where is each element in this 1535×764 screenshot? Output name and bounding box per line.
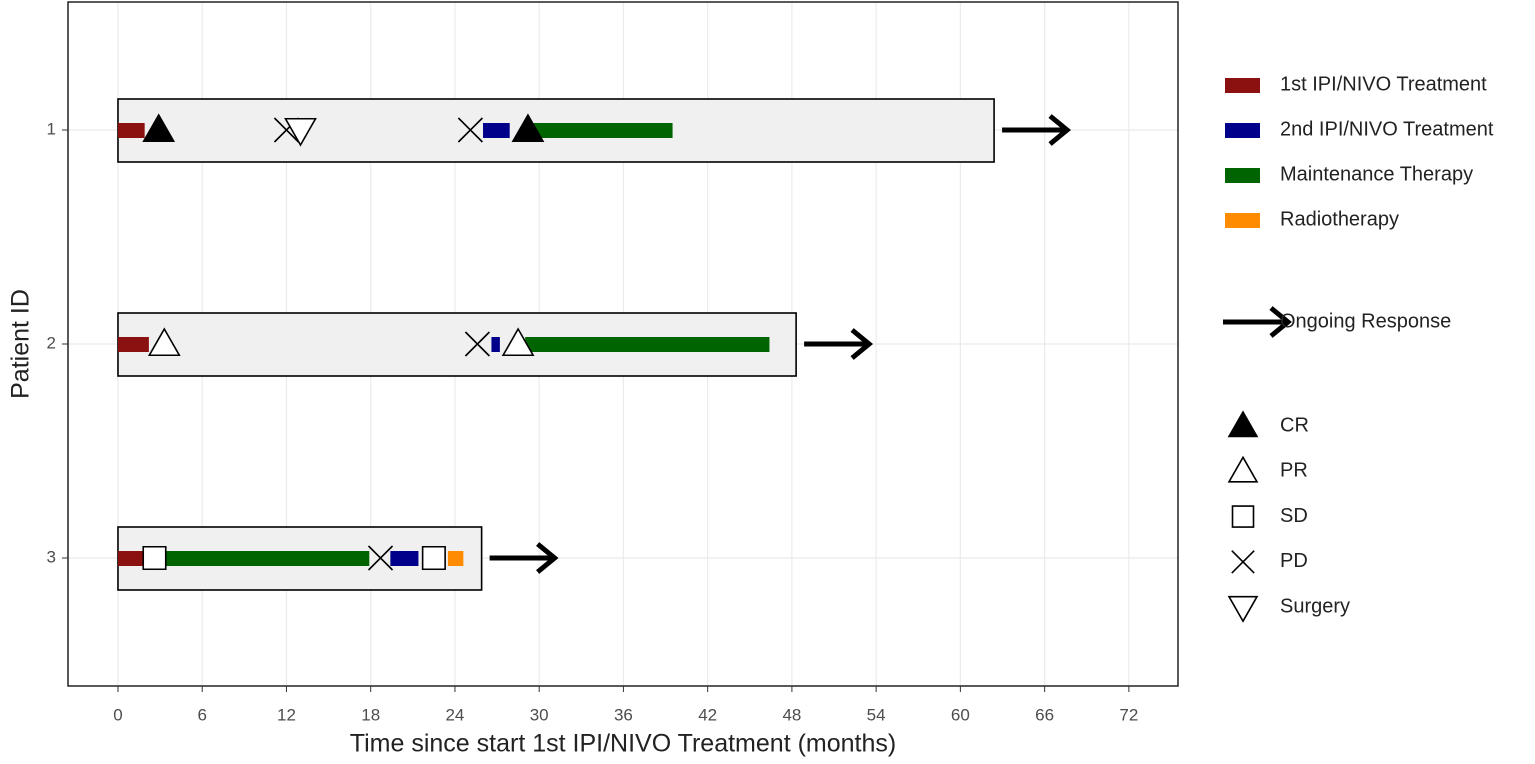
legend-marker	[1227, 455, 1259, 483]
legend-swatch	[1225, 213, 1260, 228]
legend-label: 2nd IPI/NIVO Treatment	[1280, 118, 1494, 140]
x-tick-label: 24	[445, 705, 464, 724]
arrow-head	[850, 328, 874, 360]
plot-area	[68, 2, 1178, 686]
legend-label: CR	[1280, 414, 1309, 436]
y-tick-label: 1	[47, 119, 56, 138]
x-tick-label: 54	[867, 705, 886, 724]
legend-label: Radiotherapy	[1280, 208, 1399, 230]
ongoing-arrow	[489, 542, 559, 574]
legend-marker	[1227, 410, 1259, 438]
treatment-segment	[117, 551, 145, 566]
legend-label: Ongoing Response	[1280, 310, 1451, 332]
event-marker	[142, 545, 167, 571]
x-tick-label: 48	[782, 705, 801, 724]
treatment-segment	[533, 123, 673, 138]
treatment-segment	[525, 337, 770, 352]
legend-label: PR	[1280, 460, 1308, 482]
x-tick-label: 30	[530, 705, 549, 724]
event-marker	[501, 327, 535, 357]
treatment-segment	[117, 123, 145, 138]
treatment-segment	[447, 551, 464, 566]
event-marker	[147, 327, 181, 357]
legend-label: Surgery	[1280, 595, 1350, 617]
x-tick-label: 6	[197, 705, 206, 724]
event-marker	[421, 545, 446, 571]
y-tick-label: 3	[47, 547, 56, 566]
treatment-segment	[160, 551, 370, 566]
arrow-head	[1269, 306, 1292, 338]
x-tick-label: 12	[277, 705, 296, 724]
event-marker	[511, 113, 545, 143]
event-marker	[284, 117, 317, 147]
legend-swatch	[1225, 123, 1260, 138]
x-tick-label: 66	[1035, 705, 1054, 724]
treatment-segment	[483, 123, 510, 138]
event-marker	[367, 545, 394, 571]
event-marker	[464, 331, 490, 357]
x-tick-label: 0	[113, 705, 122, 724]
legend-swatch	[1225, 78, 1260, 93]
x-tick-label: 18	[361, 705, 380, 724]
x-tick-label: 60	[951, 705, 970, 724]
legend-marker	[1231, 505, 1255, 528]
event-marker	[142, 113, 176, 143]
treatment-segment	[491, 337, 500, 352]
legend-label: PD	[1280, 550, 1308, 572]
x-axis-title: Time since start 1st IPI/NIVO Treatment …	[350, 730, 896, 758]
x-tick-label: 72	[1119, 705, 1138, 724]
legend-arrow	[1223, 306, 1292, 338]
legend-label: Maintenance Therapy	[1280, 163, 1473, 185]
x-tick-label: 36	[614, 705, 633, 724]
legend-marker	[1231, 550, 1255, 574]
event-marker	[457, 117, 483, 143]
legend-label: SD	[1280, 505, 1308, 527]
legend-marker	[1227, 595, 1259, 623]
treatment-segment	[117, 337, 149, 352]
treatment-segment	[390, 551, 419, 566]
ongoing-arrow	[804, 328, 874, 360]
x-tick-label: 42	[698, 705, 717, 724]
y-tick-label: 2	[47, 333, 56, 352]
legend-swatch	[1225, 168, 1260, 183]
y-axis-title: Patient ID	[7, 289, 35, 399]
ongoing-arrow	[1002, 114, 1072, 146]
arrow-head	[1048, 114, 1072, 146]
legend-label: 1st IPI/NIVO Treatment	[1280, 73, 1487, 95]
arrow-head	[536, 542, 559, 574]
